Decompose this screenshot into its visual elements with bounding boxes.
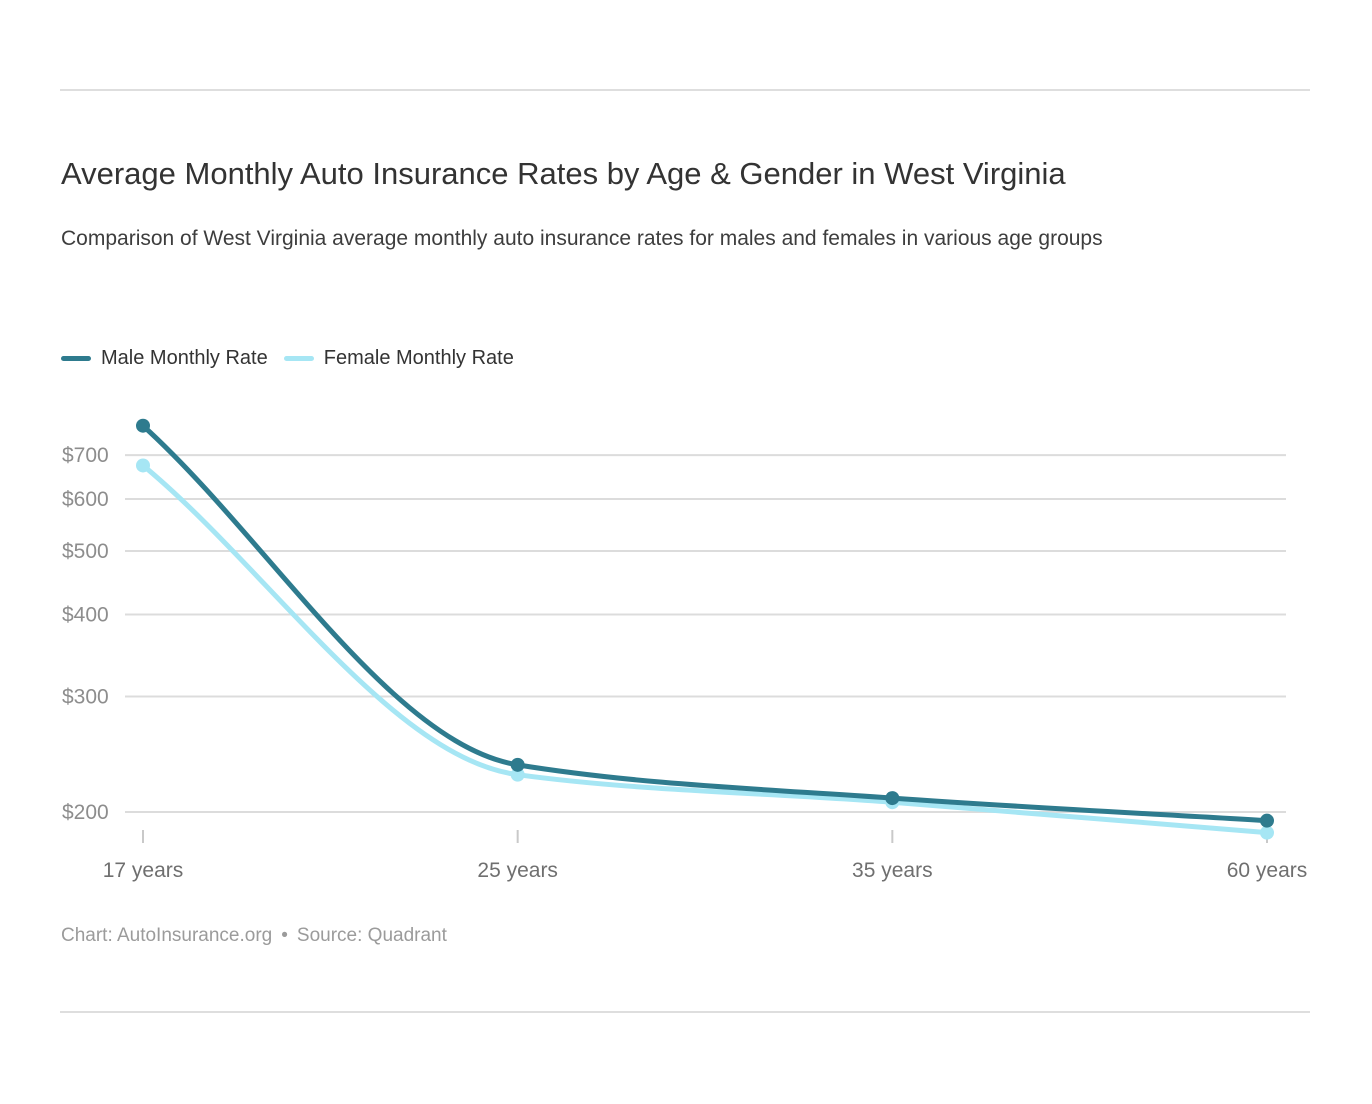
chart-credit: Chart: AutoInsurance.org: [61, 925, 273, 946]
legend-label-female: Female Monthly Rate: [323, 347, 514, 369]
chart-legend: Male Monthly Rate Female Monthly Rate: [61, 347, 514, 370]
chart-title: Average Monthly Auto Insurance Rates by …: [61, 156, 1066, 191]
top-divider: [60, 89, 1310, 91]
x-axis-tick-label: 25 years: [477, 859, 558, 882]
female-data-point: [136, 458, 150, 473]
legend-label-male: Male Monthly Rate: [101, 347, 268, 369]
y-axis-tick-label: $300: [62, 685, 109, 708]
bottom-divider: [60, 1011, 1310, 1013]
legend-item-male: Male Monthly Rate: [61, 347, 268, 370]
male-line: [140, 423, 1270, 824]
footer-separator: •: [281, 925, 288, 946]
x-axis-tick-label: 60 years: [1227, 859, 1308, 882]
legend-item-female: Female Monthly Rate: [283, 347, 514, 370]
y-axis-tick-label: $400: [62, 604, 109, 627]
x-axis-tick-label: 35 years: [852, 859, 933, 882]
male-data-point: [510, 757, 525, 772]
female-data-point: [510, 767, 525, 782]
source-credit: Source: Quadrant: [296, 925, 447, 946]
female-data-point: [1260, 825, 1274, 840]
male-data-point: [136, 418, 150, 433]
male-data-point: [1260, 813, 1274, 828]
male-series-swatch: [61, 356, 91, 361]
y-axis-tick-label: $600: [62, 488, 109, 511]
female-series-swatch: [283, 356, 314, 361]
female-line: [140, 462, 1270, 836]
chart-footer: Chart: AutoInsurance.org • Source: Quadran…: [61, 925, 447, 947]
male-data-point: [885, 791, 900, 806]
chart-subtitle: Comparison of West Virginia average mont…: [61, 227, 1103, 250]
x-axis-tick-label: 17 years: [103, 859, 184, 882]
y-axis-tick-label: $200: [62, 801, 109, 824]
y-axis-tick-label: $700: [62, 444, 109, 467]
y-axis-tick-label: $500: [62, 540, 109, 563]
